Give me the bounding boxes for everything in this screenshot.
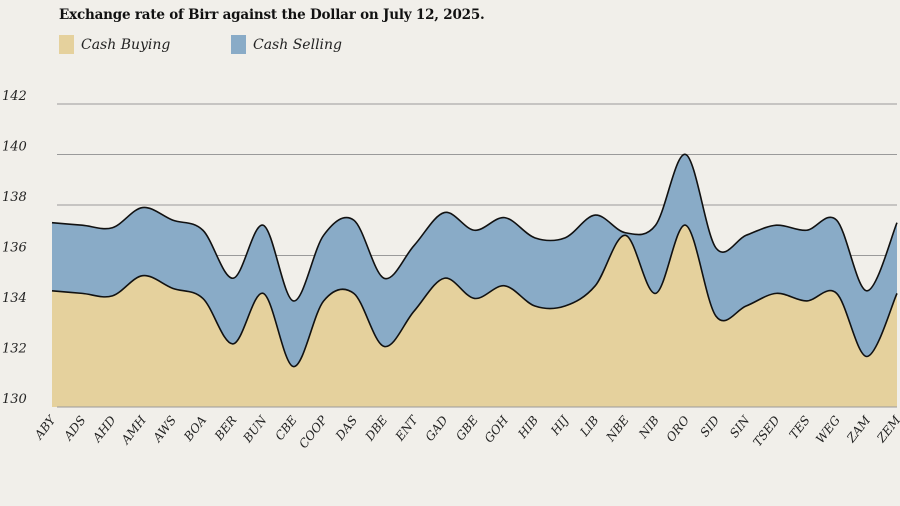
x-tick-label-DAS: DAS	[332, 413, 360, 443]
y-tick-label-130: 130	[2, 392, 27, 407]
x-tick-label-LIB: LIB	[577, 413, 602, 440]
x-tick-label-AWS: AWS	[150, 413, 179, 445]
legend-label-cash-selling: Cash Selling	[253, 36, 342, 53]
x-tick-label-TSED: TSED	[750, 413, 783, 449]
y-tick-label-140: 140	[2, 140, 27, 155]
x-tick-label-DBE: DBE	[362, 413, 391, 444]
y-tick-label-136: 136	[2, 241, 27, 256]
x-tick-label-SIN: SIN	[727, 413, 753, 441]
x-tick-label-ADS: ADS	[61, 413, 89, 443]
legend-label-cash-buying: Cash Buying	[81, 36, 171, 53]
x-tick-label-GAD: GAD	[422, 413, 450, 444]
line-cash-selling	[51, 153, 898, 302]
x-tick-label-BER: BER	[211, 413, 239, 443]
x-tick-label-AHD: AHD	[89, 413, 119, 445]
x-tick-label-BUN: BUN	[240, 413, 270, 446]
x-tick-label-HIB: HIB	[515, 413, 542, 441]
legend-item-cash-buying: Cash Buying	[59, 35, 170, 54]
x-tick-label-TES: TES	[786, 413, 812, 441]
x-tick-label-ZEM: ZEM	[874, 413, 900, 446]
legend-swatch-cash-buying	[59, 35, 74, 54]
legend-swatch-cash-selling	[231, 35, 246, 54]
x-tick-label-AMH: AMH	[118, 413, 149, 448]
x-tick-label-ORO: ORO	[663, 413, 692, 444]
x-tick-label-GOH: GOH	[482, 413, 512, 446]
y-tick-label-132: 132	[2, 342, 27, 357]
x-tick-label-HIJ: HIJ	[547, 412, 572, 438]
line-cash-buying	[51, 224, 898, 368]
x-tick-label-NBE: NBE	[603, 413, 632, 445]
legend-item-cash-selling: Cash Selling	[231, 35, 342, 54]
x-tick-label-BOA: BOA	[181, 413, 210, 444]
y-tick-label-134: 134	[2, 291, 27, 306]
x-tick-label-ENT: ENT	[392, 412, 421, 444]
y-tick-label-142: 142	[2, 89, 27, 104]
chart-title: Exchange rate of Birr against the Dollar…	[59, 7, 485, 23]
x-tick-label-COOP: COOP	[296, 413, 330, 451]
y-tick-label-138: 138	[2, 190, 27, 205]
x-tick-label-ZAM: ZAM	[844, 413, 874, 446]
x-tick-label-ABY: ABY	[31, 412, 59, 442]
x-tick-label-GBE: GBE	[453, 413, 481, 443]
x-tick-label-SID: SID	[697, 413, 722, 440]
area-cash-buying	[52, 225, 897, 407]
x-tick-label-NIB: NIB	[635, 413, 662, 442]
x-tick-label-WEG: WEG	[813, 413, 843, 446]
x-tick-label-CBE: CBE	[272, 413, 300, 443]
